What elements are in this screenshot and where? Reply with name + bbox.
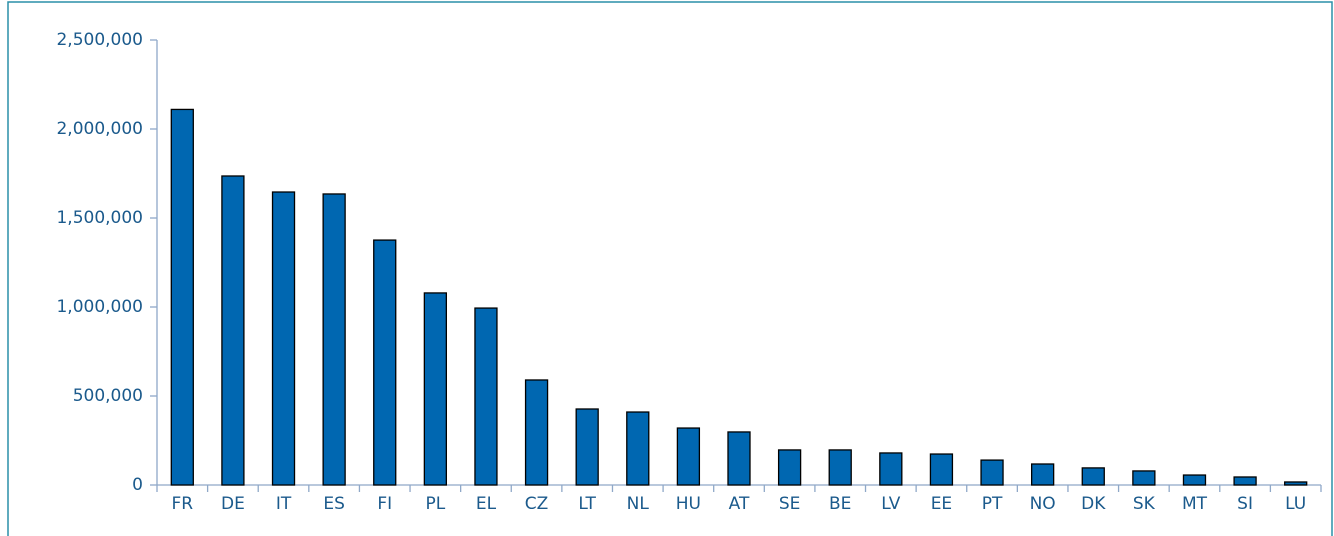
bar [676,427,701,486]
bar [575,408,599,486]
x-tick-label: FR [172,494,194,514]
x-tick-label: LU [1285,494,1306,514]
x-tick-label: PL [425,494,445,514]
bar [727,431,751,486]
x-tick-label: NO [1030,494,1056,514]
x-tick-label: FI [377,494,392,514]
x-tick-label: ES [323,494,345,514]
y-tick-label: 1,000,000 [56,297,143,317]
bar [170,108,194,486]
bar [1081,467,1105,486]
x-tick-label: SE [779,494,801,514]
x-tick-label: HU [676,494,701,514]
y-tick-label: 2,500,000 [56,30,143,50]
bar [1284,481,1308,486]
x-tick-label: EE [931,494,952,514]
bar [322,193,346,486]
x-tick-label: BE [829,494,851,514]
x-tick-label: SK [1133,494,1156,514]
x-tick-label: LV [881,494,901,514]
bar [524,379,549,486]
x-tick-label: MT [1182,494,1208,514]
x-tick-label: IT [276,494,292,514]
y-tick-label: 1,500,000 [56,208,143,228]
bar [1182,474,1207,486]
bar [221,175,245,486]
bar [1233,476,1257,486]
x-tick-label: LT [578,494,596,514]
x-tick-label: CZ [525,494,549,514]
bar [423,292,447,486]
x-tick-label: DE [221,494,245,514]
y-tick-label: 2,000,000 [56,119,143,139]
bar [1132,470,1156,486]
y-tick-label: 0 [132,475,143,495]
bar [879,452,903,486]
x-tick-label: DK [1081,494,1106,514]
bar [373,239,397,486]
x-tick-label: EL [476,494,497,514]
y-tick-label: 500,000 [73,386,143,406]
x-tick-label: NL [627,494,650,514]
x-tick-label: AT [729,494,750,514]
bar [828,449,852,486]
bar [474,307,498,486]
bar [1031,463,1055,486]
bar [929,453,954,486]
bar [271,191,296,486]
bar [777,449,802,486]
x-tick-label: PT [982,494,1003,514]
chart-frame [7,1,1333,536]
bar [980,459,1004,486]
x-tick-label: SI [1237,494,1253,514]
bar [626,411,650,486]
